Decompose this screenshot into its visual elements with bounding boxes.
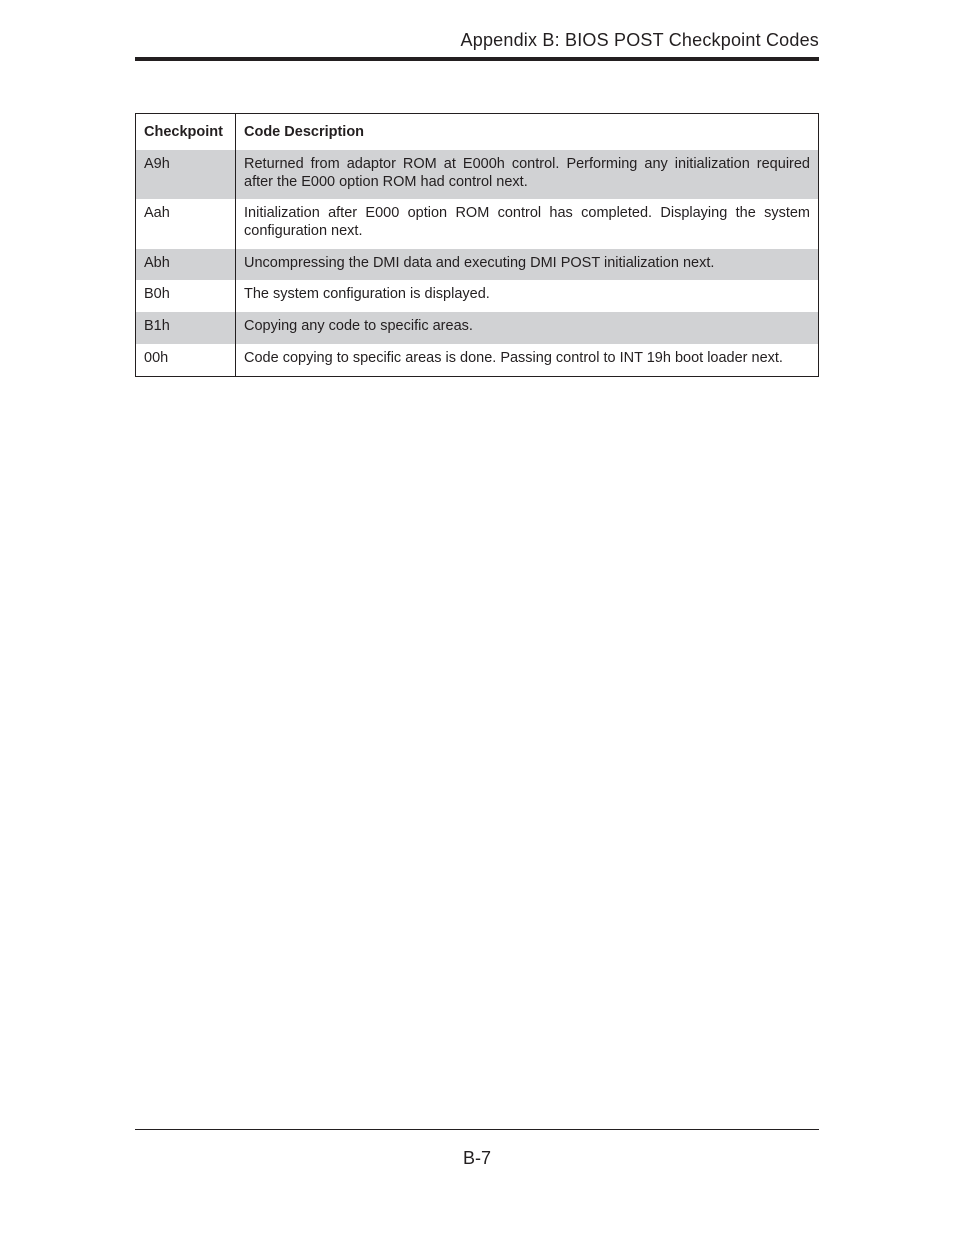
- table-header-row: Checkpoint Code Description: [136, 114, 819, 151]
- table-row: B0h The system configuration is displaye…: [136, 280, 819, 312]
- table-row: A9h Returned from adaptor ROM at E000h c…: [136, 150, 819, 199]
- cell-checkpoint: B0h: [136, 280, 236, 312]
- cell-checkpoint: B1h: [136, 312, 236, 344]
- cell-description: Uncompressing the DMI data and executing…: [236, 249, 819, 281]
- table-row: Abh Uncompressing the DMI data and execu…: [136, 249, 819, 281]
- cell-checkpoint: A9h: [136, 150, 236, 199]
- header-rule: [135, 57, 819, 61]
- col-header-checkpoint: Checkpoint: [136, 114, 236, 151]
- cell-description: The system configuration is displayed.: [236, 280, 819, 312]
- cell-description: Initialization after E000 option ROM con…: [236, 199, 819, 248]
- table-row: 00h Code copying to specific areas is do…: [136, 344, 819, 376]
- checkpoint-codes-table: Checkpoint Code Description A9h Returned…: [135, 113, 819, 377]
- table-row: B1h Copying any code to specific areas.: [136, 312, 819, 344]
- cell-checkpoint: Abh: [136, 249, 236, 281]
- cell-checkpoint: 00h: [136, 344, 236, 376]
- footer-rule: [135, 1129, 819, 1130]
- table-header: Checkpoint Code Description: [136, 114, 819, 151]
- cell-description: Copying any code to specific areas.: [236, 312, 819, 344]
- cell-description: Code copying to specific areas is done. …: [236, 344, 819, 376]
- cell-checkpoint: Aah: [136, 199, 236, 248]
- table-row: Aah Initialization after E000 option ROM…: [136, 199, 819, 248]
- page-footer: B-7: [135, 1129, 819, 1169]
- page-container: Appendix B: BIOS POST Checkpoint Codes C…: [0, 0, 954, 1235]
- page-number: B-7: [135, 1148, 819, 1169]
- cell-description: Returned from adaptor ROM at E000h contr…: [236, 150, 819, 199]
- page-header-title: Appendix B: BIOS POST Checkpoint Codes: [135, 30, 819, 51]
- col-header-description: Code Description: [236, 114, 819, 151]
- table-body: A9h Returned from adaptor ROM at E000h c…: [136, 150, 819, 376]
